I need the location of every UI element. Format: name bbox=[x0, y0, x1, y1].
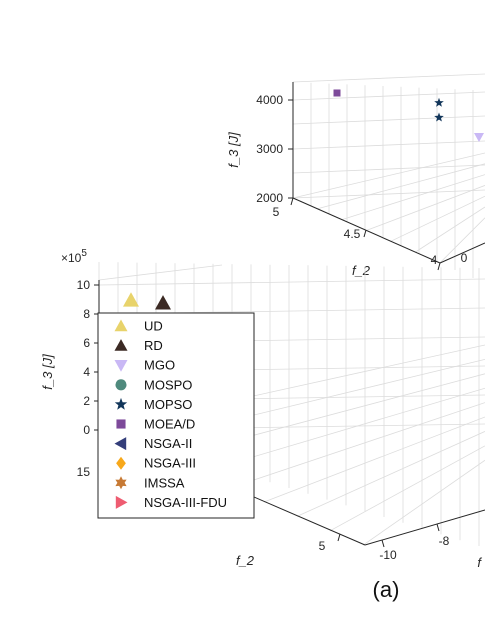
legend-marker bbox=[114, 339, 128, 351]
bottom-y-axis-label: f_2 bbox=[236, 553, 255, 568]
legend-label: MGO bbox=[144, 358, 175, 373]
bottom-z-axis-label: f_3 [J] bbox=[40, 354, 55, 390]
bottom-exponent-label: ×105 bbox=[61, 248, 87, 265]
top-y-axis-line bbox=[292, 197, 441, 264]
legend-marker bbox=[114, 437, 127, 451]
legend-marker bbox=[114, 319, 128, 332]
legend-label: NSGA-III bbox=[144, 456, 196, 471]
top-z-tick-label: 4000 bbox=[256, 93, 283, 107]
bottom-z-tick-label: 6 bbox=[83, 336, 90, 350]
top-x-tick-label: 0 bbox=[461, 251, 468, 265]
bottom-z-tick-label: 4 bbox=[83, 365, 90, 379]
top-y-tick-label: 5 bbox=[273, 205, 280, 219]
data-point-mopso bbox=[434, 97, 444, 107]
legend-marker bbox=[115, 379, 127, 391]
panel-label: (a) bbox=[373, 577, 400, 602]
legend-marker bbox=[114, 397, 128, 410]
data-point-ud bbox=[123, 292, 139, 307]
top-y-tick-label: 4.5 bbox=[344, 227, 361, 241]
bottom-tick-marks bbox=[94, 284, 440, 548]
legend-marker bbox=[116, 419, 126, 429]
legend-label: MOEA/D bbox=[144, 417, 195, 432]
legend-label: NSGA-III-FDU bbox=[144, 495, 227, 510]
legend-label: RD bbox=[144, 338, 163, 353]
bottom-x-axis-label: f bbox=[477, 555, 482, 570]
legend-label: MOSPO bbox=[144, 377, 192, 392]
legend-marker bbox=[115, 476, 127, 490]
top-z-tick-label: 2000 bbox=[256, 191, 283, 205]
bottom-z-tick-label: 2 bbox=[83, 394, 90, 408]
bottom-z-tick-label: 8 bbox=[83, 307, 90, 321]
bottom-z-tick-label: 0 bbox=[83, 423, 90, 437]
top-z-tick-label: 3000 bbox=[256, 142, 283, 156]
bottom-points bbox=[123, 292, 171, 310]
top-x-axis-line bbox=[439, 242, 485, 264]
top-y-tick-label: 4 bbox=[431, 253, 438, 267]
bottom-x-tick-label: -10 bbox=[379, 548, 397, 562]
legend-marker bbox=[115, 495, 128, 509]
top-y-axis-label: f_2 bbox=[352, 263, 371, 278]
top-z-axis-label: f_3 [J] bbox=[226, 132, 241, 168]
legend-marker bbox=[116, 456, 126, 470]
data-point-moea-d bbox=[333, 89, 341, 97]
bottom-x-axis-line bbox=[364, 509, 485, 546]
legend-label: IMSSA bbox=[144, 475, 185, 490]
bottom-subplot: ×105 10 8 6 4 2 0 15 5 -10 -8 f_3 [J] f_… bbox=[40, 248, 485, 570]
data-point-mgo bbox=[474, 133, 484, 142]
legend-label: UD bbox=[144, 319, 163, 334]
top-points bbox=[333, 89, 484, 142]
bottom-y-tick-label: 5 bbox=[319, 539, 326, 553]
bottom-x-tick-label: -8 bbox=[439, 534, 450, 548]
top-grid bbox=[292, 73, 485, 278]
top-tick-marks bbox=[288, 99, 441, 271]
bottom-y-tick-label: 15 bbox=[77, 465, 91, 479]
top-axes bbox=[292, 82, 485, 264]
legend-label: MOPSO bbox=[144, 397, 192, 412]
legend-label: NSGA-II bbox=[144, 436, 192, 451]
data-point-mopso bbox=[434, 112, 444, 122]
data-point-rd bbox=[155, 295, 171, 310]
legend: UD RD MGO MOSPO MOPSO MOEA/D NSGA-II NSGA-III IM… bbox=[97, 312, 255, 519]
top-subplot: 4000 3000 2000 5 4.5 4 0 f_3 [J] f_2 bbox=[226, 73, 485, 278]
bottom-z-tick-label: 10 bbox=[77, 278, 91, 292]
legend-marker bbox=[114, 360, 128, 372]
